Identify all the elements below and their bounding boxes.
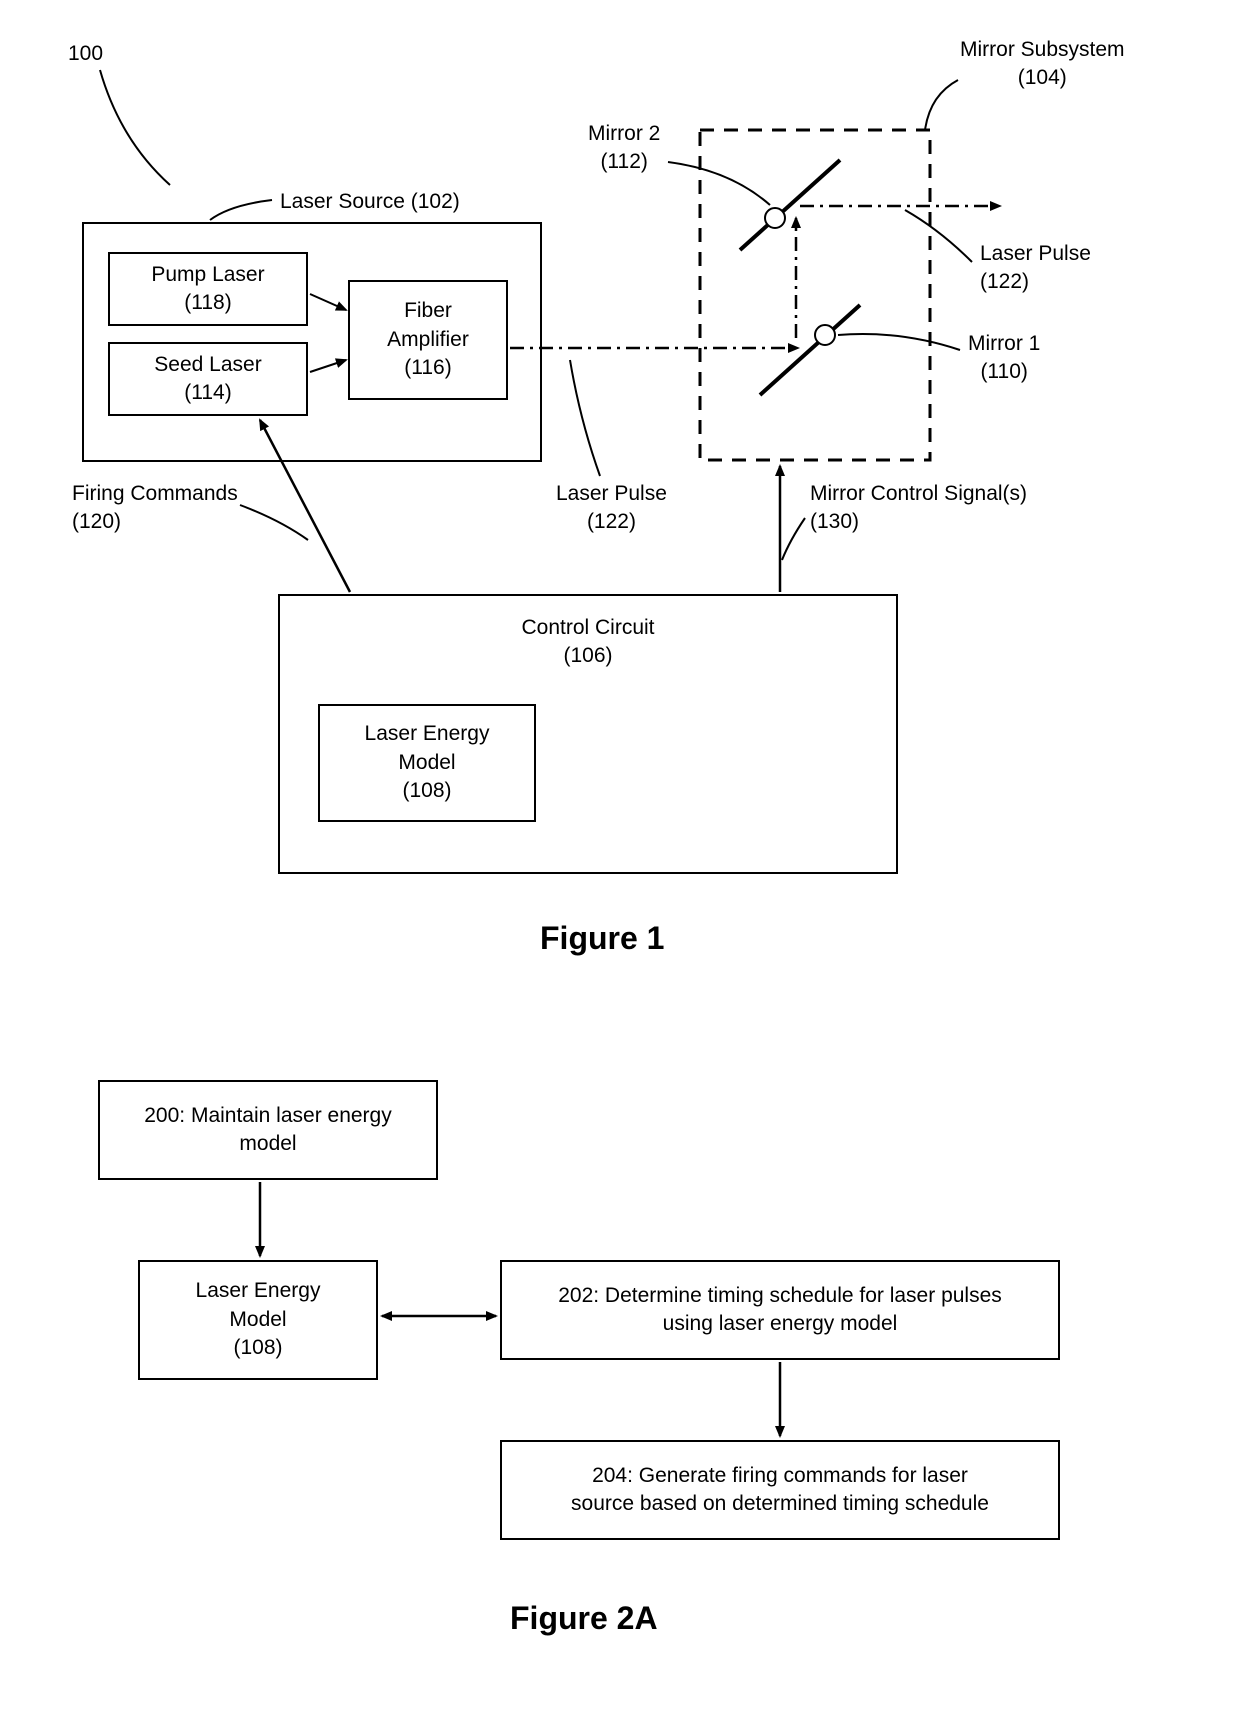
b200-text: 200: Maintain laser energymodel xyxy=(144,1102,391,1159)
lem-text-fig2a: Laser EnergyModel(108) xyxy=(196,1277,321,1362)
lem-text-fig1: Laser EnergyModel(108) xyxy=(365,720,490,805)
figure2a-title: Figure 2A xyxy=(510,1600,658,1637)
mirror1-label: Mirror 1(110) xyxy=(968,330,1040,387)
seed-laser-box: Seed Laser(114) xyxy=(108,342,308,416)
laser-source-label: Laser Source (102) xyxy=(280,188,460,216)
page: Pump Laser(118) Seed Laser(114) FiberAmp… xyxy=(0,0,1240,1736)
laser-pulse-right-label: Laser Pulse(122) xyxy=(980,240,1091,297)
pump-laser-box: Pump Laser(118) xyxy=(108,252,308,326)
mirror-subsystem-label: Mirror Subsystem(104) xyxy=(960,36,1125,93)
ref-100: 100 xyxy=(68,40,103,68)
lem-box-fig1: Laser EnergyModel(108) xyxy=(318,704,536,822)
b204-text: 204: Generate firing commands for lasers… xyxy=(571,1462,989,1519)
b202-text: 202: Determine timing schedule for laser… xyxy=(558,1282,1002,1339)
pump-laser-text: Pump Laser(118) xyxy=(151,261,264,318)
laser-pulse-mid-label: Laser Pulse(122) xyxy=(556,480,667,537)
seed-laser-text: Seed Laser(114) xyxy=(154,351,261,408)
firing-commands-label: Firing Commands(120) xyxy=(72,480,238,537)
mirror-control-label: Mirror Control Signal(s)(130) xyxy=(810,480,1027,537)
control-circuit-text: Control Circuit(106) xyxy=(521,614,654,671)
b200-box: 200: Maintain laser energymodel xyxy=(98,1080,438,1180)
fiber-amplifier-text: FiberAmplifier(116) xyxy=(387,297,469,382)
mirror2-label: Mirror 2(112) xyxy=(588,120,660,177)
b204-box: 204: Generate firing commands for lasers… xyxy=(500,1440,1060,1540)
lem-box-fig2a: Laser EnergyModel(108) xyxy=(138,1260,378,1380)
figure1-title: Figure 1 xyxy=(540,920,664,957)
b202-box: 202: Determine timing schedule for laser… xyxy=(500,1260,1060,1360)
fiber-amplifier-box: FiberAmplifier(116) xyxy=(348,280,508,400)
